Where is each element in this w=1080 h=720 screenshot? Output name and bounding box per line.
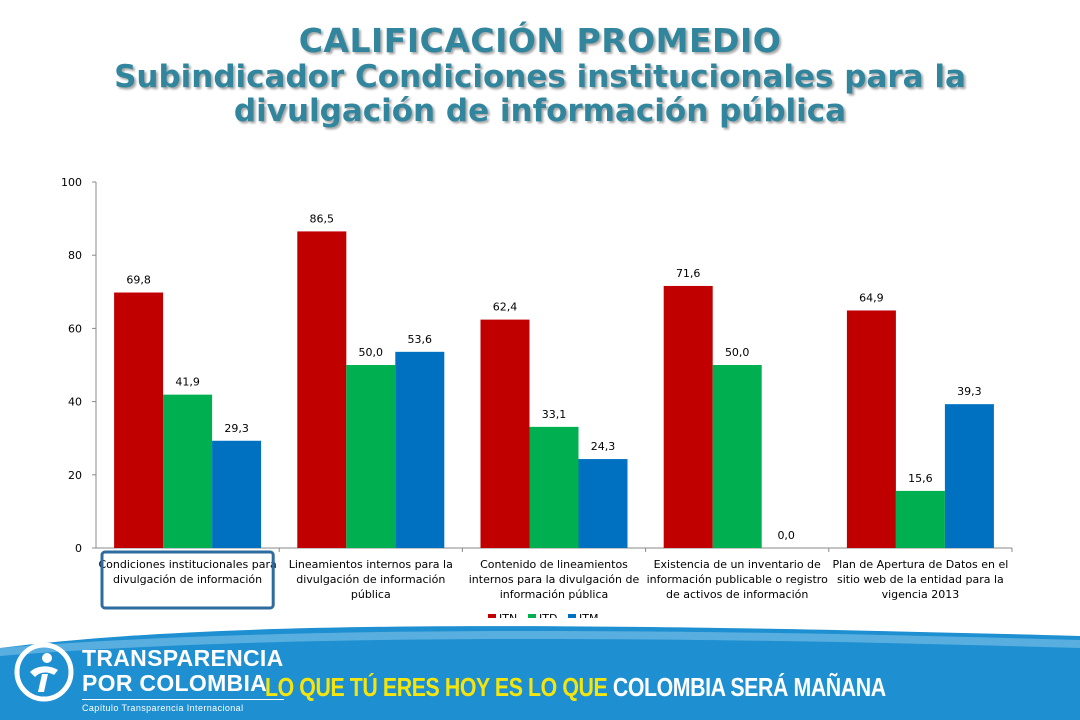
brand-subtitle: Capítulo Transparencia Internacional [82,699,284,714]
bar-itm [212,440,262,548]
x-tick-label: Plan de Apertura de Datos en el [833,558,1009,571]
brand-name: TRANSPARENCIA POR COLOMBIA Capítulo Tran… [82,646,284,714]
footer-banner: TRANSPARENCIA POR COLOMBIA Capítulo Tran… [0,618,1080,720]
slogan-part-2: COLOMBIA SERÁ MAÑANA [607,672,886,702]
data-label: 71,6 [676,267,701,280]
bar-itm [395,351,445,548]
x-tick-label: divulgación de información [113,573,262,586]
chart-title: CALIFICACIÓN PROMEDIO [298,21,782,60]
data-label: 50,0 [725,346,750,359]
data-label: 53,6 [408,333,433,346]
bar-itn [846,310,896,548]
bar-itn [114,292,164,548]
x-tick-label: Lineamientos internos para la [289,558,453,571]
bar-itn [480,319,530,548]
x-tick-label: información publicable o registro [647,573,828,586]
y-tick-label: 100 [61,176,82,189]
x-tick-label: de activos de información [666,588,808,601]
x-tick-label: internos para la divulgación de [469,573,640,586]
bar-itd [712,365,762,548]
data-label: 24,3 [591,440,616,453]
data-label: 41,9 [175,376,200,389]
x-tick-label: Condiciones institucionales para [98,558,276,571]
data-label: 62,4 [493,301,518,314]
x-tick-label: vigencia 2013 [882,588,960,601]
bar-itm [578,459,628,548]
data-label: 15,6 [908,472,933,485]
data-label: 33,1 [542,408,567,421]
footer-wave-decoration [0,618,1080,656]
y-tick-label: 40 [68,396,82,409]
x-tick-label: pública [351,588,391,601]
bar-itn [663,285,713,548]
x-tick-label: divulgación de información [296,573,445,586]
bar-chart: 0 20 40 60 80 100 69,8 41,9 29,3 Condiciones inst… [61,176,1013,625]
bar-itm [944,404,994,548]
slogan: LO QUE TÚ ERES HOY ES LO QUE COLOMBIA SE… [265,672,886,703]
chart-subtitle: Subindicador Condiciones institucionales… [114,59,966,129]
y-tick-label: 60 [68,322,82,335]
y-tick-label: 0 [75,542,82,555]
x-tick-label: Existencia de un inventario de [654,558,821,571]
data-label: 29,3 [224,422,249,435]
data-label: 0,0 [777,529,795,542]
bar-itd [895,490,945,548]
y-tick-label: 80 [68,249,82,262]
data-label: 86,5 [310,212,335,225]
bar-itn [297,231,347,548]
x-tick-label: Contenido de lineamientos [480,558,628,571]
brand-line-1: TRANSPARENCIA [82,645,284,671]
data-label: 50,0 [359,346,384,359]
x-tick-label: sitio web de la entidad para la [837,573,1004,586]
bar-itd [529,426,579,548]
chart-title-block: CALIFICACIÓN PROMEDIO Subindicador Condi… [0,21,1080,129]
y-tick-label: 20 [68,469,82,482]
brand-line-2: POR COLOMBIA [82,670,268,696]
data-label: 39,3 [957,385,982,398]
slogan-part-1: LO QUE TÚ ERES HOY ES LO QUE [265,672,608,702]
data-label: 69,8 [126,274,151,287]
data-label: 64,9 [859,291,884,304]
category-highlight-box [100,550,275,610]
x-tick-label: información pública [500,588,609,601]
bar-itd [346,365,396,548]
bar-itd [163,394,213,548]
transparencia-logo-icon [14,642,74,702]
